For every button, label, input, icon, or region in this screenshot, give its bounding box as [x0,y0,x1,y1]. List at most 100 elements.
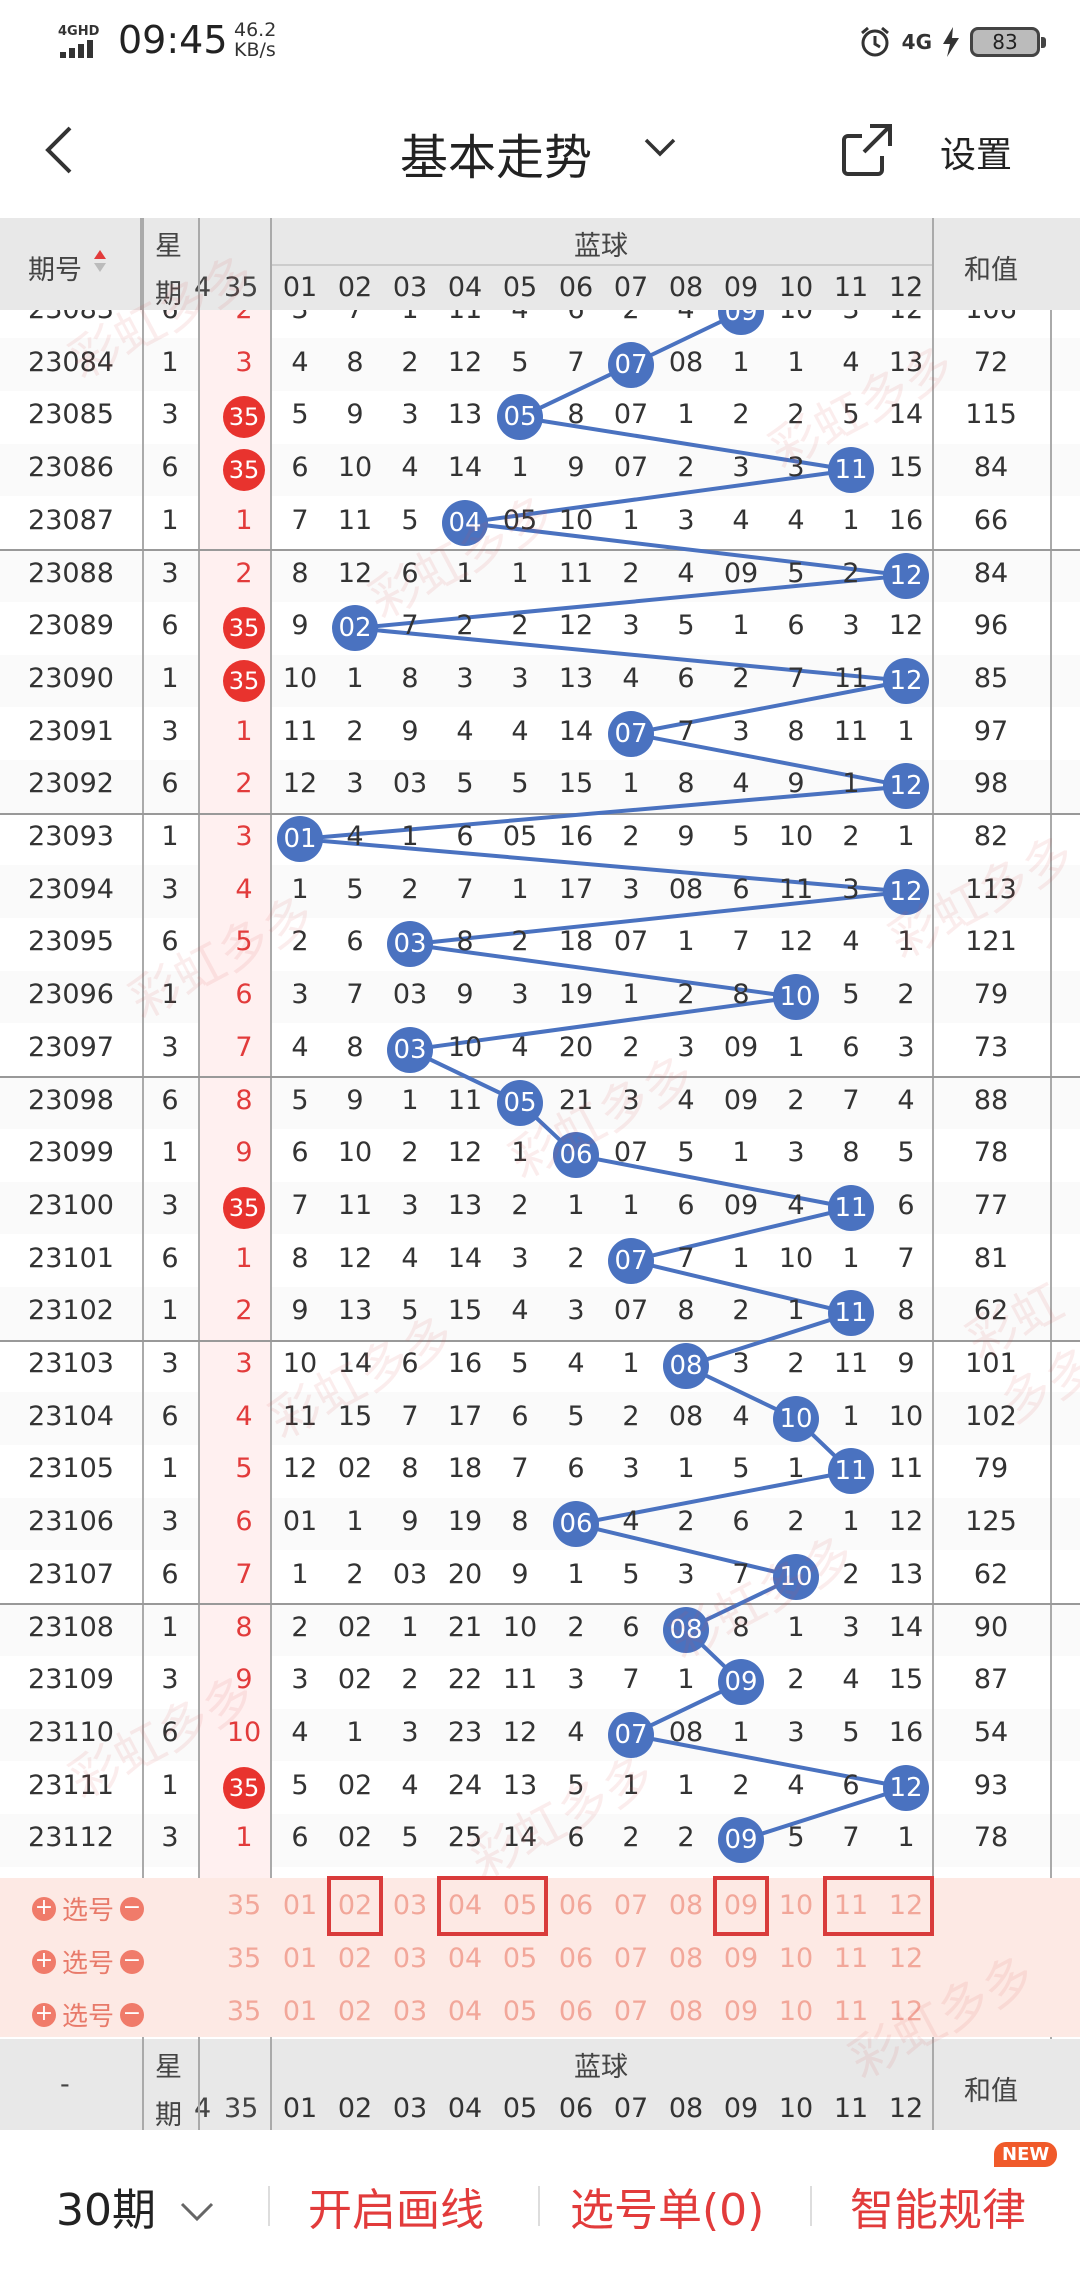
pick-blue-number[interactable]: 02 [337,1890,373,1921]
blue-miss-cell: 6 [787,610,805,642]
sort-icon[interactable] [94,250,106,276]
pick-blue-number[interactable]: 10 [778,1890,814,1921]
pick-blue-number[interactable]: 09 [723,1996,759,2027]
pick-red-number[interactable]: 35 [226,1996,262,2027]
period-cell: 23109 [28,1664,114,1696]
pick-blue-number[interactable]: 02 [337,1943,373,1974]
pick-blue-number[interactable]: 05 [502,1943,538,1974]
blue-miss-cell: 3 [401,1189,419,1221]
blue-miss-cell: 4 [842,346,860,378]
blue-miss-cell: 1 [291,1558,309,1590]
chevron-down-icon[interactable] [178,2200,216,2224]
pick-blue-number[interactable]: 11 [833,1996,869,2027]
pick-blue-number[interactable]: 08 [668,1996,704,2027]
plus-icon[interactable]: + [32,1949,56,1974]
blue-miss-cell: 02 [337,1769,373,1801]
page-title[interactable]: 基本走势 [400,130,593,186]
pick-label: 选号 [62,1896,115,1926]
blue-miss-cell: 23 [447,1716,483,1748]
pick-blue-number[interactable]: 10 [778,1996,814,2027]
blue-miss-cell: 2 [732,1295,750,1327]
blue-miss-cell: 4 [622,1506,640,1538]
blue-miss-cell: 4 [677,557,695,589]
blue-miss-cell: 6 [732,873,750,905]
period-cell: 23090 [28,662,114,694]
smart-rule-button[interactable]: 智能规律 [850,2185,1026,2236]
selected-number-box[interactable] [437,1876,548,1936]
pick-blue-number[interactable]: 06 [558,1996,594,2027]
pick-blue-number[interactable]: 09 [723,1890,759,1921]
pick-blue-number[interactable]: 07 [613,1943,649,1974]
plus-icon[interactable]: + [32,1896,56,1921]
blue-miss-cell: 19 [447,1506,483,1538]
pick-blue-number[interactable]: 07 [613,1890,649,1921]
pick-blue-number[interactable]: 04 [447,1996,483,2027]
minus-icon[interactable]: − [120,2002,145,2027]
sum-cell: 77 [973,1189,1009,1221]
pick-blue-number[interactable]: 04 [447,1943,483,1974]
selected-number-box[interactable] [713,1876,769,1936]
pick-red-number[interactable]: 35 [226,1943,262,1974]
pick-blue-number[interactable]: 05 [502,1890,538,1921]
pick-blue-number[interactable]: 08 [668,1890,704,1921]
plus-icon[interactable]: + [32,2002,56,2027]
period-cell: 23102 [28,1295,114,1327]
blue-miss-cell: 8 [291,1242,309,1274]
pick-blue-number[interactable]: 11 [833,1943,869,1974]
minus-icon[interactable]: − [120,1949,145,1974]
pick-blue-number[interactable]: 09 [723,1943,759,1974]
minus-icon[interactable]: − [120,1896,145,1921]
blue-miss-cell: 4 [842,1664,860,1696]
settings-button[interactable]: 设置 [940,135,1013,176]
pick-blue-number[interactable]: 04 [447,1890,483,1921]
pick-blue-number[interactable]: 10 [778,1943,814,1974]
blue-ball: 12 [883,1764,929,1811]
pick-blue-number[interactable]: 08 [668,1943,704,1974]
blue-miss-cell: 13 [888,1558,924,1590]
pick-blue-number[interactable]: 05 [502,1996,538,2027]
period-header[interactable] [0,218,142,310]
weekday-cell: 6 [161,1242,179,1274]
blue-miss-cell: 3 [732,1348,750,1379]
pick-blue-number[interactable]: 06 [558,1943,594,1974]
column-divider [198,218,200,2088]
blue-miss-cell: 4 [732,504,750,536]
red-column-band [198,218,270,1878]
pick-blue-number[interactable]: 12 [888,1996,924,2027]
pick-blue-number[interactable]: 12 [888,1943,924,1974]
pick-blue-number[interactable]: 12 [888,1890,924,1921]
pick-blue-number[interactable]: 02 [337,1996,373,2027]
blue-ball: 10 [773,1553,819,1600]
selected-number-box[interactable] [823,1876,934,1936]
blue-miss-cell: 20 [447,1558,483,1590]
back-icon[interactable] [34,120,90,180]
blue-miss-cell: 9 [567,452,585,484]
pick-blue-number[interactable]: 01 [282,1890,318,1921]
chevron-down-icon[interactable] [640,128,680,168]
draw-line-button[interactable]: 开启画线 [308,2185,484,2236]
pick-blue-number[interactable]: 01 [282,1996,318,2027]
pick-blue-number[interactable]: 07 [613,1996,649,2027]
pick-blue-number[interactable]: 03 [392,1996,428,2027]
blue-miss-cell: 11 [282,1400,318,1432]
blue-miss-cell: 4 [787,1769,805,1801]
footer-blue-col: 02 [337,2093,373,2124]
pick-list-button[interactable]: 选号单(0) [570,2185,765,2236]
pick-blue-number[interactable]: 01 [282,1943,318,1974]
footer-blue-col: 04 [447,2093,483,2124]
blue-miss-cell: 1 [732,1137,750,1169]
pick-blue-number[interactable]: 03 [392,1890,428,1921]
pick-red-number[interactable]: 35 [226,1890,262,1921]
pick-blue-number[interactable]: 06 [558,1890,594,1921]
period-cell: 23084 [28,346,114,378]
weekday-cell: 6 [161,1558,179,1590]
period-count-selector[interactable]: 30期 [56,2185,156,2236]
pick-label: 选号 [62,1949,115,1979]
pick-blue-number[interactable]: 03 [392,1943,428,1974]
pick-blue-number[interactable]: 11 [833,1890,869,1921]
weekday-header-top: 星 [155,231,182,262]
blue-ball: 12 [883,868,929,915]
footer-divider [142,2039,144,2131]
selected-number-box[interactable] [327,1876,383,1936]
share-icon[interactable] [838,120,898,180]
